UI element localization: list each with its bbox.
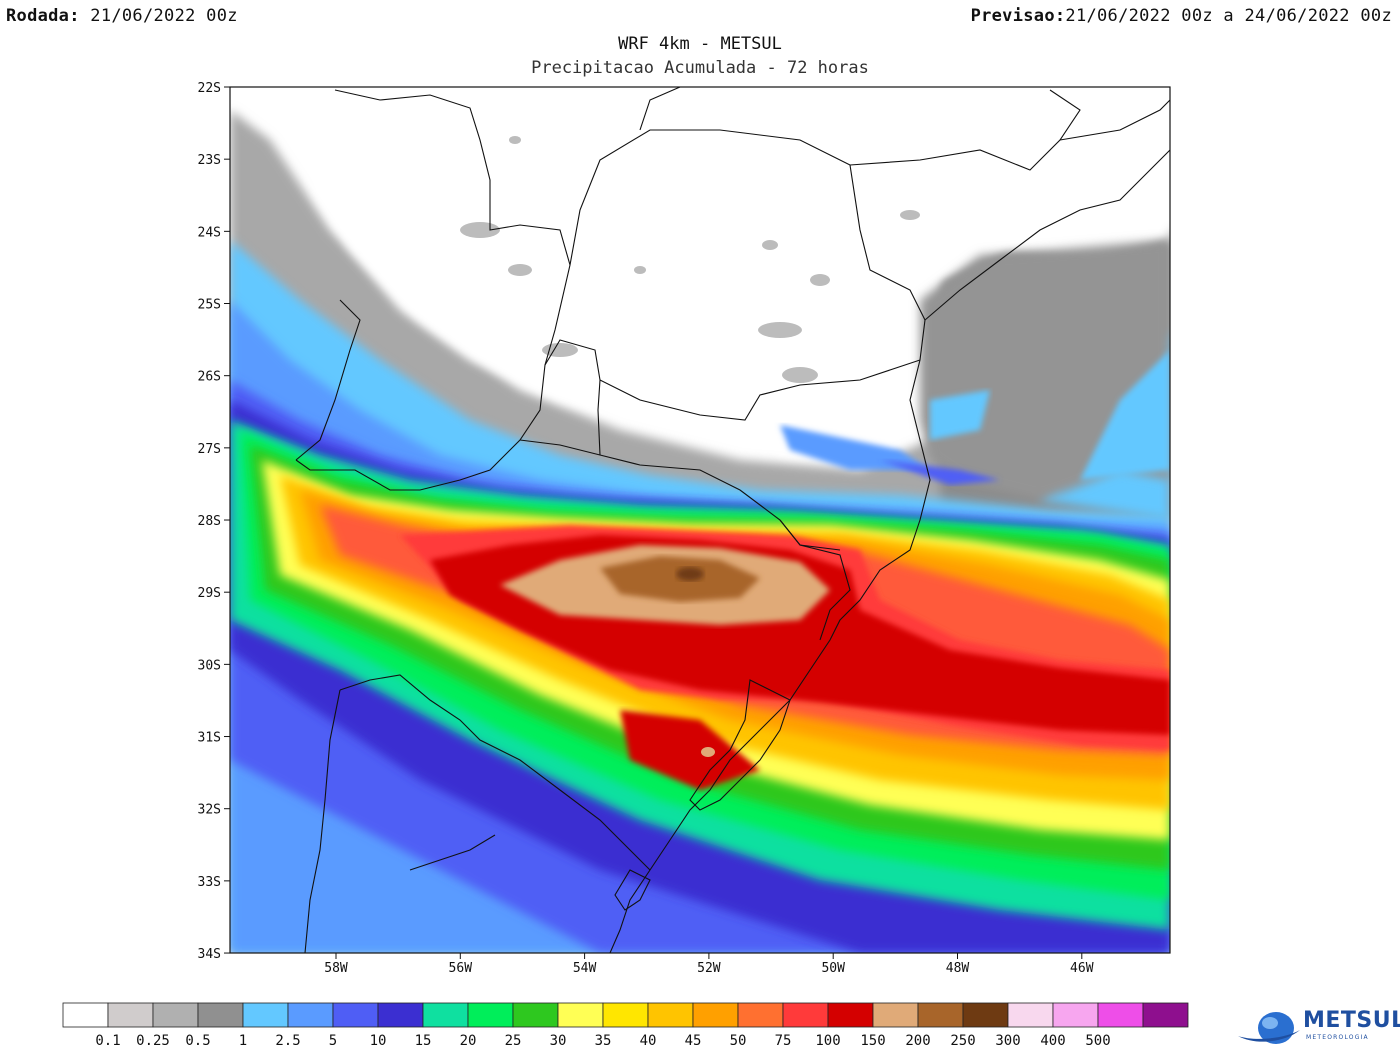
run-label: Rodada:: [6, 6, 80, 26]
legend-swatch: [602, 1002, 649, 1028]
legend-swatch: [512, 1002, 559, 1028]
legend-label: 15: [415, 1033, 432, 1049]
legend-label: 75: [775, 1033, 792, 1049]
legend-swatch: [107, 1002, 154, 1028]
run-info: Rodada: 21/06/2022 00z: [6, 6, 238, 26]
legend-swatch: [1007, 1002, 1054, 1028]
legend-label: 50: [730, 1033, 747, 1049]
legend-swatch: [737, 1002, 784, 1028]
legend-label: 300: [995, 1033, 1020, 1049]
globe-icon: [1238, 1012, 1300, 1044]
legend-swatch: [692, 1002, 739, 1028]
logo-name: METSUL: [1303, 1008, 1400, 1033]
legend-swatch: [917, 1002, 964, 1028]
legend-label: 45: [685, 1033, 702, 1049]
lat-label: 31S: [198, 731, 221, 746]
lat-label: 28S: [198, 514, 221, 529]
precip-legend: 0.1 0.25 0.5 1 2.5 5 10 15 20 25 30 35 40 45 50 75 100 15…: [62, 1002, 1189, 1049]
lat-label: 25S: [198, 298, 221, 313]
legend-label: 200: [905, 1033, 930, 1049]
legend-label: 20: [460, 1033, 477, 1049]
legend-label: 100: [815, 1033, 840, 1049]
legend-swatch: [1142, 1002, 1189, 1028]
legend-label: 5: [329, 1033, 337, 1049]
legend-label: 0.25: [136, 1033, 170, 1049]
legend-swatch: [197, 1002, 244, 1028]
legend-swatch: [1052, 1002, 1099, 1028]
legend-swatch: [62, 1002, 109, 1028]
legend-swatch: [557, 1002, 604, 1028]
logo-subtitle: METEOROLOGIA: [1306, 1034, 1369, 1041]
lon-label: 56W: [449, 961, 473, 976]
legend-swatch: [647, 1002, 694, 1028]
legend-swatch: [827, 1002, 874, 1028]
run-value: 21/06/2022 00z: [79, 6, 238, 26]
forecast-info: Previsao:21/06/2022 00z a 24/06/2022 00z: [971, 6, 1392, 26]
legend-swatch: [962, 1002, 1009, 1028]
legend-label: 150: [860, 1033, 885, 1049]
latitude-axis: 22S 23S 24S 25S 26S 27S 28S 29S 30S 31S 32S 33S 34S: [198, 81, 230, 962]
legend-swatch: [872, 1002, 919, 1028]
legend-swatch: [467, 1002, 514, 1028]
precip-field: [230, 87, 1170, 953]
lon-label: 52W: [697, 961, 721, 976]
legend-label: 30: [550, 1033, 567, 1049]
lat-label: 32S: [198, 803, 221, 818]
lon-label: 48W: [946, 961, 970, 976]
longitude-axis: 58W 56W 54W 52W 50W 48W 46W: [324, 953, 1094, 976]
legend-label: 40: [640, 1033, 657, 1049]
lon-label: 46W: [1070, 961, 1094, 976]
forecast-label: Previsao:: [970, 6, 1066, 26]
legend-label: 10: [370, 1033, 387, 1049]
legend-swatch: [332, 1002, 379, 1028]
legend-label: 35: [595, 1033, 612, 1049]
country-state-borders: [295, 87, 1170, 953]
metsul-logo: METSUL METEOROLOGIA: [1236, 1006, 1400, 1048]
lat-label: 27S: [198, 442, 221, 457]
legend-swatch: [782, 1002, 829, 1028]
lat-label: 34S: [198, 947, 221, 962]
legend-swatch: [1097, 1002, 1144, 1028]
lat-label: 29S: [198, 586, 221, 601]
map-title: WRF 4km - METSUL: [618, 34, 782, 54]
legend-swatch: [422, 1002, 469, 1028]
legend-label: 1: [239, 1033, 247, 1049]
lat-label: 23S: [198, 153, 221, 168]
legend-label: 2.5: [275, 1033, 300, 1049]
legend-swatch: [242, 1002, 289, 1028]
lat-label: 30S: [198, 658, 221, 673]
lon-label: 54W: [573, 961, 597, 976]
legend-label: 400: [1040, 1033, 1065, 1049]
legend-swatch: [377, 1002, 424, 1028]
forecast-value: 21/06/2022 00z a 24/06/2022 00z: [1065, 6, 1392, 26]
legend-label: 25: [505, 1033, 522, 1049]
legend-label: 250: [950, 1033, 975, 1049]
map-subtitle: Precipitacao Acumulada - 72 horas: [531, 58, 869, 78]
legend-label: 0.1: [95, 1033, 120, 1049]
lon-label: 50W: [821, 961, 845, 976]
legend-label: 500: [1085, 1033, 1110, 1049]
lon-label: 58W: [324, 961, 348, 976]
lat-label: 24S: [198, 225, 221, 240]
legend-swatch: [287, 1002, 334, 1028]
lat-label: 33S: [198, 875, 221, 890]
legend-swatch: [152, 1002, 199, 1028]
legend-label: 0.5: [185, 1033, 210, 1049]
lat-label: 22S: [198, 81, 221, 96]
lat-label: 26S: [198, 370, 221, 385]
